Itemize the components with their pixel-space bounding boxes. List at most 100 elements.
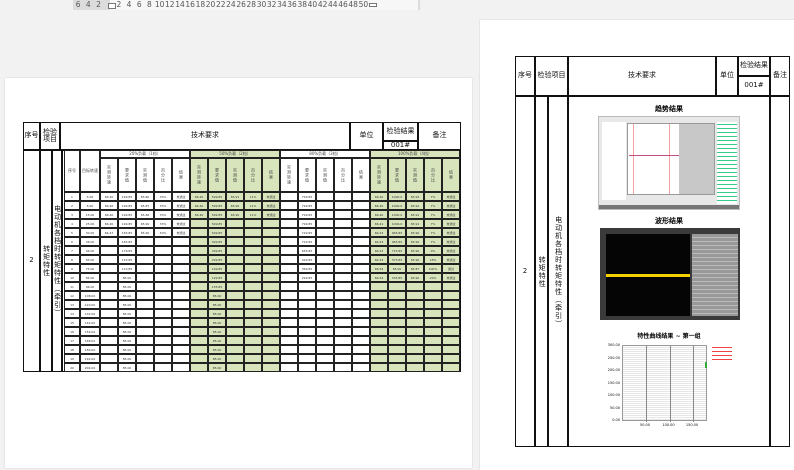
row-cell — [280, 291, 298, 300]
row-cell: 429.85 — [298, 255, 316, 264]
sub-header-col: 结果 — [352, 158, 370, 192]
ruler-tick: 32 — [266, 0, 277, 9]
row-cell — [406, 309, 424, 318]
curve-y-tick: 100.00 — [607, 393, 620, 397]
row-cell — [424, 282, 442, 291]
row-cell — [334, 300, 352, 309]
row-cell — [262, 291, 280, 300]
row-cell: 85.00 — [118, 309, 136, 318]
row-cell — [226, 354, 244, 363]
row-cell: 7% — [424, 228, 442, 237]
row-cell — [154, 309, 172, 318]
row-cell — [190, 237, 208, 246]
row-cell — [226, 273, 244, 282]
row-cell — [190, 309, 208, 318]
row-cell — [190, 246, 208, 255]
sub-header-col: 百分比 — [334, 158, 352, 192]
row-cell: 66.40 — [100, 219, 118, 228]
row-cell — [280, 309, 298, 318]
sub-header-col: 要求值 — [208, 158, 226, 192]
row-cell — [190, 345, 208, 354]
sub-header-col: 实测值 — [226, 158, 244, 192]
row-cell: 未通过 — [442, 237, 460, 246]
row-cell — [316, 309, 334, 318]
header-result: 检验结果 — [383, 122, 418, 141]
row-cell-target: 6.00 — [80, 201, 100, 210]
horizontal-ruler[interactable]: 6 4 2 2 4 6 8 101214161820222426283032343638404… — [73, 0, 420, 10]
row-cell-no: 20 — [64, 363, 80, 372]
row-cell — [334, 363, 352, 372]
row-cell — [370, 345, 388, 354]
row-cell — [316, 363, 334, 372]
row-cell — [226, 309, 244, 318]
row-cell — [190, 336, 208, 345]
header-result: 检验结果 — [738, 56, 770, 76]
row-cell — [136, 291, 154, 300]
row-cell-no: 3 — [64, 210, 80, 219]
row-cell — [298, 291, 316, 300]
row-cell — [172, 318, 190, 327]
indent-marker[interactable] — [108, 3, 116, 9]
row-cell — [388, 318, 406, 327]
sub-header-col: 百分比 — [424, 158, 442, 192]
row-cell: 599.85 — [208, 192, 226, 201]
row-cell — [226, 228, 244, 237]
ruler-tick: 2 — [96, 0, 101, 9]
row-cell: 1000.0 — [388, 201, 406, 210]
row-cell — [190, 327, 208, 336]
ruler-tick: 18 — [195, 0, 206, 9]
row-cell — [136, 300, 154, 309]
row-cell — [244, 228, 262, 237]
row-cell — [352, 318, 370, 327]
row-cell — [316, 237, 334, 246]
row-cell — [334, 273, 352, 282]
row-cell-target: 25.00 — [80, 219, 100, 228]
row-cell-no: 16 — [64, 327, 80, 336]
header-sample: 001# — [738, 76, 770, 96]
row-cell — [406, 363, 424, 372]
row-cell — [244, 219, 262, 228]
row-cell — [136, 363, 154, 372]
row-cell: 199.85 — [118, 219, 136, 228]
right-indent-marker[interactable] — [369, 3, 377, 7]
row-cell — [100, 300, 118, 309]
sub-header-col: 结果 — [262, 158, 280, 192]
row-cell: 599.85 — [208, 228, 226, 237]
row-cell: 85.00 — [118, 327, 136, 336]
row-cell — [442, 300, 460, 309]
row-cell — [280, 300, 298, 309]
row-cell: 85.00 — [208, 309, 226, 318]
row-cell — [154, 264, 172, 273]
ruler-tick: 12 — [165, 0, 175, 9]
row-cell — [190, 255, 208, 264]
row-cell — [352, 228, 370, 237]
ruler-tick: 40 — [307, 0, 318, 9]
sub-header-col: 实测值 — [136, 158, 154, 192]
row-cell — [406, 291, 424, 300]
row-cell: 66.40 — [190, 201, 208, 210]
row-cell: 165.85 — [118, 228, 136, 237]
row-cell — [406, 318, 424, 327]
curve-y-tick: 50.00 — [609, 405, 620, 410]
row-cell — [172, 309, 190, 318]
row-cell: 33% — [154, 201, 172, 210]
row-cell-target: 180.00 — [80, 345, 100, 354]
row-cell: 未通过 — [442, 210, 460, 219]
header-remark: 备注 — [770, 56, 790, 96]
row-cell — [262, 363, 280, 372]
row-cell — [316, 264, 334, 273]
row-cell — [190, 300, 208, 309]
row-cell — [316, 219, 334, 228]
row-cell — [352, 273, 370, 282]
row-cell — [280, 210, 298, 219]
curve-x-tick: 100.00 — [662, 423, 675, 427]
row-cell: 375.85 — [388, 255, 406, 264]
row-cell: 85.00 — [208, 318, 226, 327]
row-cell-no: 7 — [64, 246, 80, 255]
row-cell: 未通过 — [442, 219, 460, 228]
row-cell: 85.00 — [208, 291, 226, 300]
ruler-tick: 4 — [85, 0, 91, 9]
row-cell — [442, 336, 460, 345]
ruler-tick: 50 — [358, 0, 369, 9]
row-cell — [298, 354, 316, 363]
